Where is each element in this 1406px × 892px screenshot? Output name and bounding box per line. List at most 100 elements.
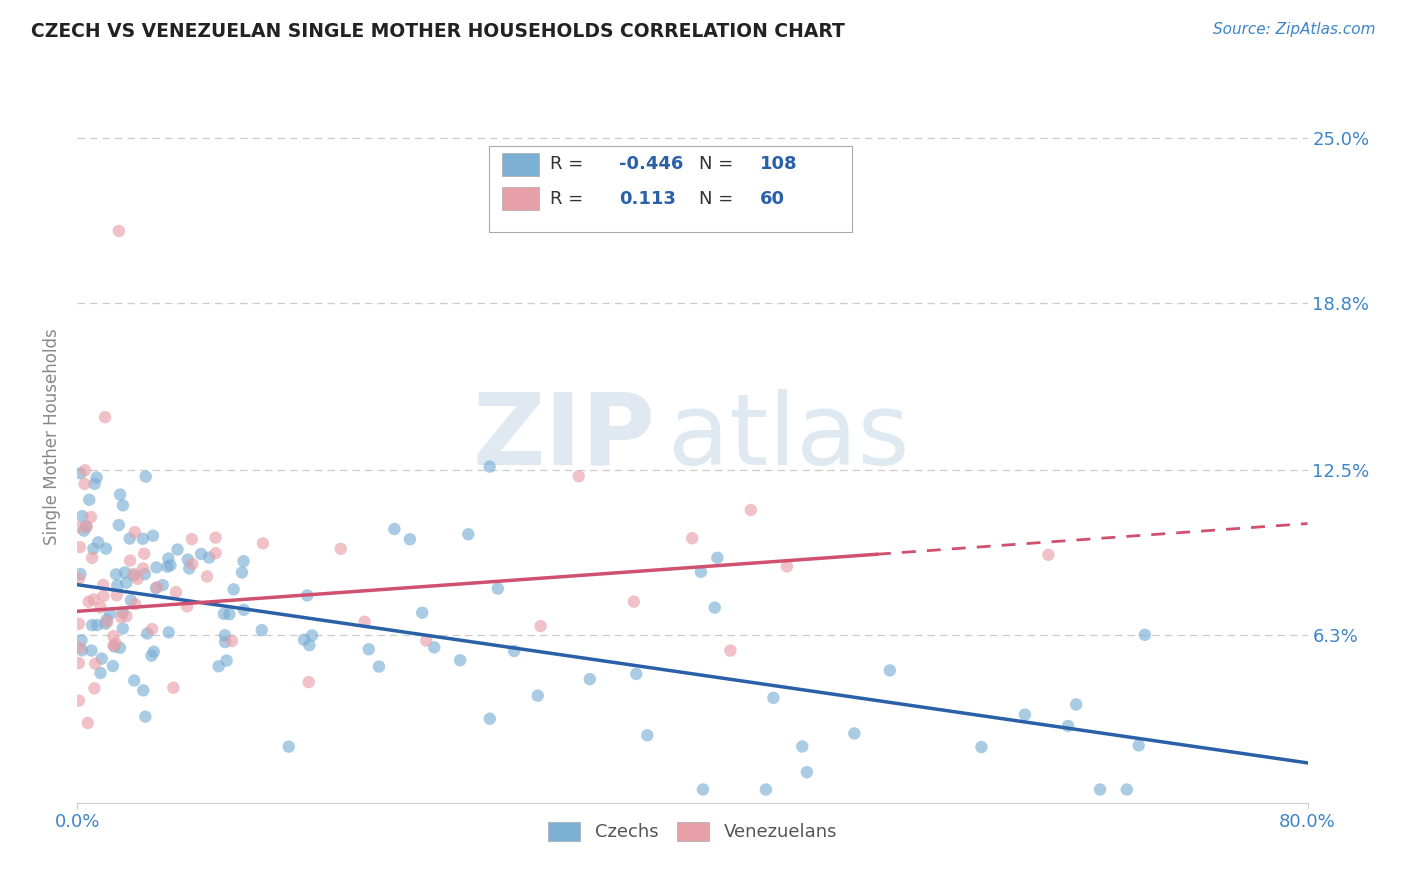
Point [689, 565, 711, 579]
Point [218, 607, 240, 622]
Point [692, 782, 714, 797]
Point [77, 595, 100, 609]
Point [69, 467, 91, 481]
Point [89, 666, 111, 681]
Point [105, 567, 128, 582]
Text: R =: R = [550, 155, 583, 173]
Point [411, 606, 433, 620]
Point [152, 578, 174, 592]
Point [96, 615, 118, 629]
Point [120, 553, 142, 567]
Point [115, 609, 138, 624]
Point [568, 469, 591, 483]
Point [90, 651, 112, 665]
Point [180, 532, 202, 546]
Point [1133, 628, 1156, 642]
Point [67, 572, 90, 586]
Point [142, 645, 165, 659]
Point [1128, 739, 1150, 753]
Point [204, 546, 226, 560]
Point [132, 532, 155, 546]
Point [70, 509, 93, 524]
Point [134, 567, 156, 582]
Point [156, 559, 179, 574]
Point [195, 569, 218, 583]
Point [104, 637, 127, 651]
Point [122, 568, 145, 582]
Point [75, 519, 97, 533]
Point [250, 623, 273, 637]
Point [177, 552, 200, 566]
Point [176, 599, 198, 614]
Point [297, 589, 319, 603]
Point [103, 640, 125, 654]
Point [292, 632, 315, 647]
Point [879, 664, 901, 678]
Point [124, 525, 146, 540]
Point [478, 459, 501, 474]
Point [111, 499, 134, 513]
Point [636, 728, 658, 742]
Point [70, 643, 93, 657]
Point [478, 712, 501, 726]
Point [69, 640, 91, 655]
Point [82, 618, 104, 632]
Point [796, 765, 818, 780]
Point [115, 575, 138, 590]
Point [83, 476, 105, 491]
Point [486, 582, 509, 596]
Point [82, 541, 104, 556]
Point [1088, 782, 1111, 797]
Text: -0.446: -0.446 [619, 155, 683, 173]
Point [141, 648, 163, 663]
Point [70, 633, 93, 648]
Point [301, 628, 323, 642]
Point [145, 560, 167, 574]
Point [98, 607, 121, 621]
Text: ZIP: ZIP [472, 389, 655, 485]
Text: 108: 108 [761, 155, 797, 173]
Point [232, 554, 254, 568]
Point [145, 581, 167, 595]
Point [762, 690, 785, 705]
Point [108, 518, 131, 533]
Point [105, 588, 128, 602]
Point [526, 689, 548, 703]
Point [114, 566, 136, 580]
Point [82, 550, 104, 565]
Point [166, 542, 188, 557]
Point [181, 557, 204, 571]
Point [134, 547, 156, 561]
Point [298, 675, 321, 690]
Point [449, 653, 471, 667]
Text: N =: N = [699, 155, 733, 173]
Point [212, 607, 235, 621]
Point [252, 536, 274, 550]
Point [67, 656, 90, 670]
Point [159, 558, 181, 573]
Point [703, 600, 725, 615]
Y-axis label: Single Mother Households: Single Mother Households [44, 329, 62, 545]
Point [91, 578, 114, 592]
Point [423, 640, 446, 655]
Point [108, 487, 131, 501]
Point [76, 519, 98, 533]
Point [141, 622, 163, 636]
Point [124, 597, 146, 611]
Point [503, 644, 526, 658]
Point [73, 476, 96, 491]
Point [87, 535, 110, 549]
FancyBboxPatch shape [489, 146, 852, 232]
Point [623, 595, 645, 609]
Point [122, 673, 145, 688]
Point [111, 622, 134, 636]
Point [136, 626, 159, 640]
Point [208, 659, 231, 673]
Point [298, 638, 321, 652]
Text: 0.113: 0.113 [619, 190, 675, 208]
Point [90, 600, 112, 615]
Point [626, 666, 648, 681]
Point [222, 582, 245, 597]
Point [157, 551, 180, 566]
Point [215, 654, 238, 668]
